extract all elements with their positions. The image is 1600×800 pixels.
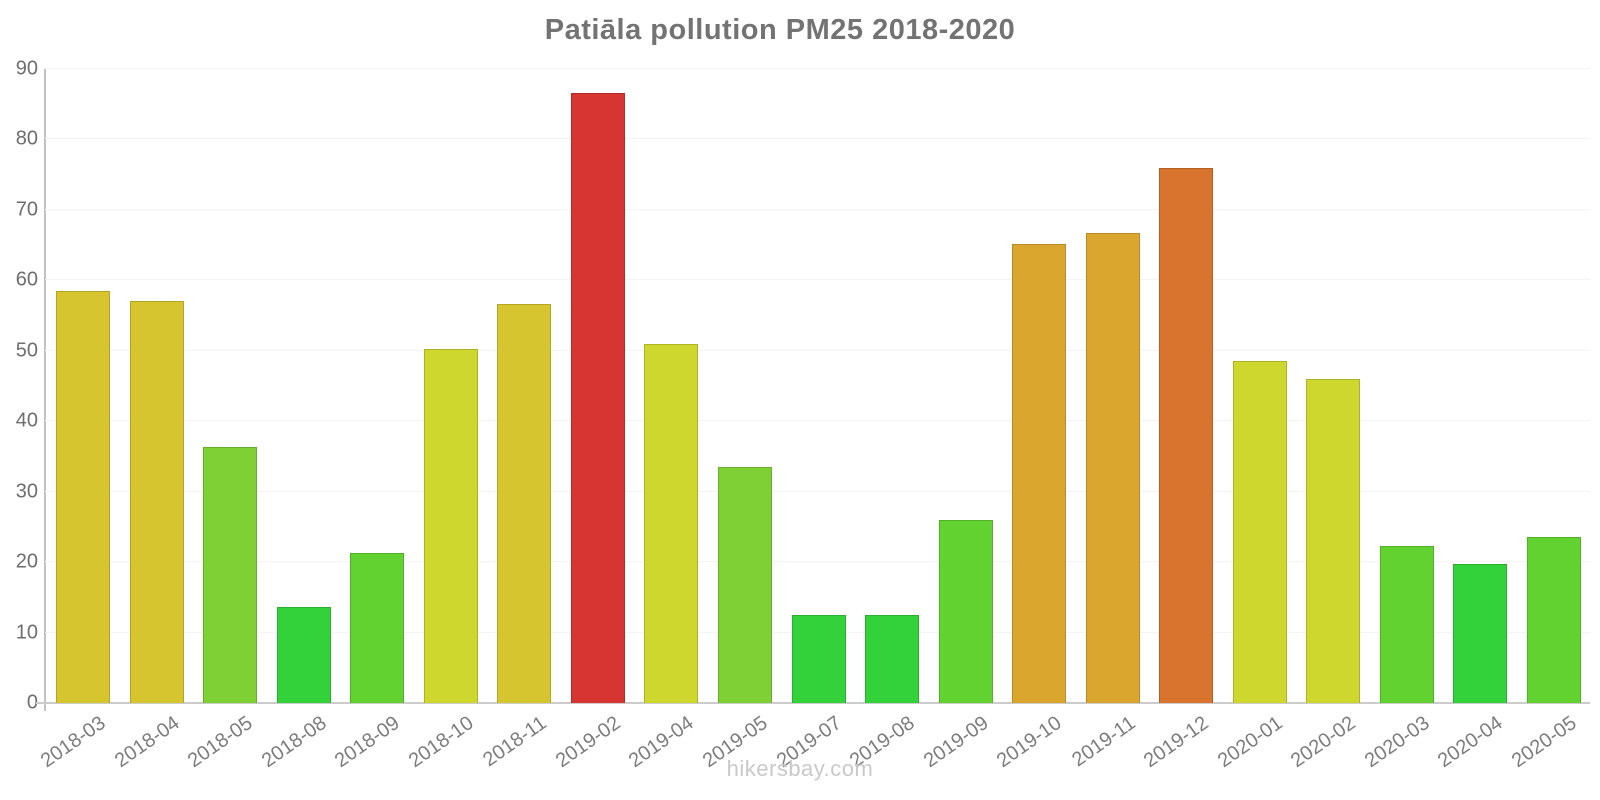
chart-title: Patiāla pollution PM25 2018-2020 (544, 14, 1016, 46)
bar-2019-02[interactable] (570, 92, 625, 703)
gridline-50 (45, 349, 1590, 351)
y-tick-label-80: 80 (15, 127, 38, 150)
y-axis-line (44, 69, 46, 711)
gridline-20 (45, 561, 1590, 563)
bar-2018-04[interactable] (129, 301, 184, 703)
y-tick-label-70: 70 (15, 198, 38, 221)
plot-area (45, 68, 1590, 703)
y-tick-label-90: 90 (15, 57, 38, 80)
bar-2020-01[interactable] (1232, 360, 1287, 703)
gridline-90 (45, 68, 1590, 69)
bar-2018-11[interactable] (497, 304, 552, 703)
bar-2019-09[interactable] (938, 519, 993, 703)
bar-2020-04[interactable] (1453, 564, 1508, 703)
bar-2019-07[interactable] (791, 614, 846, 703)
gridline-60 (45, 279, 1590, 281)
bar-2018-08[interactable] (276, 606, 331, 703)
bar-2019-11[interactable] (1085, 233, 1140, 703)
y-tick-label-20: 20 (15, 550, 38, 573)
bar-2019-12[interactable] (1159, 167, 1214, 703)
gridline-30 (45, 490, 1590, 492)
bar-2019-10[interactable] (1012, 243, 1067, 703)
bar-2020-02[interactable] (1306, 378, 1361, 703)
gridline-80 (45, 138, 1590, 140)
footer-watermark: hikersbay.com (726, 756, 874, 781)
y-tick-label-10: 10 (15, 621, 38, 644)
bar-2018-03[interactable] (56, 290, 110, 703)
bar-2018-09[interactable] (350, 552, 405, 703)
y-tick-label-60: 60 (15, 268, 38, 291)
gridline-40 (45, 420, 1590, 422)
bar-2018-10[interactable] (423, 348, 478, 703)
y-tick-label-50: 50 (15, 339, 38, 362)
y-tick-label-0: 0 (26, 691, 38, 714)
bar-2020-05[interactable] (1527, 536, 1581, 703)
x-axis-line (36, 702, 1590, 704)
y-axis-labels: 0 10 20 30 40 50 60 70 80 90 (0, 58, 38, 714)
bar-2020-03[interactable] (1379, 545, 1434, 703)
gridline-70 (45, 208, 1590, 210)
bar-2018-05[interactable] (203, 447, 258, 703)
bar-2019-05[interactable] (717, 467, 772, 703)
bar-2019-08[interactable] (865, 614, 920, 703)
bar-2019-04[interactable] (644, 343, 699, 703)
y-tick-label-40: 40 (15, 409, 38, 432)
y-tick-label-30: 30 (15, 480, 38, 503)
